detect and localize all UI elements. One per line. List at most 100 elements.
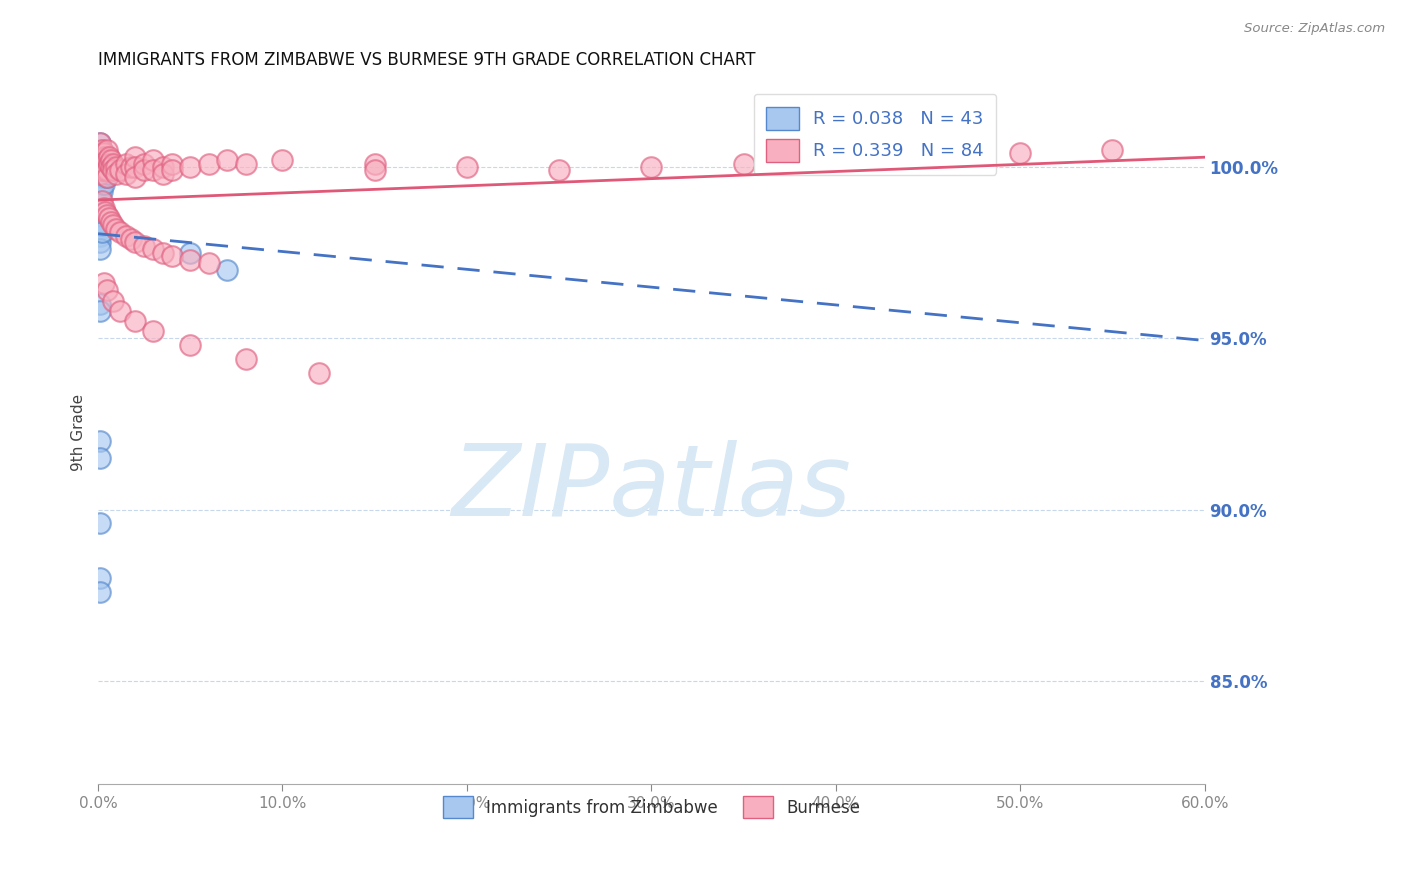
Point bbox=[89, 194, 111, 209]
Point bbox=[101, 293, 124, 308]
Point bbox=[89, 167, 111, 181]
Text: Source: ZipAtlas.com: Source: ZipAtlas.com bbox=[1244, 22, 1385, 36]
Point bbox=[363, 163, 385, 178]
Point bbox=[93, 163, 115, 178]
Point bbox=[179, 338, 201, 352]
Point bbox=[105, 160, 128, 174]
Point bbox=[93, 277, 115, 291]
Point bbox=[96, 153, 118, 168]
Point bbox=[179, 160, 201, 174]
Point bbox=[90, 184, 112, 198]
Point bbox=[94, 163, 117, 178]
Point bbox=[93, 177, 115, 191]
Point bbox=[98, 156, 121, 170]
Point bbox=[89, 242, 111, 256]
Point bbox=[90, 194, 112, 209]
Point bbox=[89, 187, 111, 202]
Legend: Immigrants from Zimbabwe, Burmese: Immigrants from Zimbabwe, Burmese bbox=[436, 789, 866, 824]
Point bbox=[89, 228, 111, 243]
Point bbox=[120, 232, 142, 246]
Point bbox=[548, 163, 571, 178]
Point bbox=[134, 156, 156, 170]
Point bbox=[271, 153, 294, 168]
Point bbox=[101, 156, 124, 170]
Point bbox=[134, 239, 156, 253]
Point bbox=[142, 325, 165, 339]
Point bbox=[217, 262, 239, 277]
Point bbox=[733, 156, 755, 170]
Point bbox=[93, 146, 115, 161]
Point bbox=[94, 167, 117, 181]
Point bbox=[124, 160, 146, 174]
Point bbox=[98, 167, 121, 181]
Point bbox=[90, 150, 112, 164]
Point bbox=[96, 143, 118, 157]
Point bbox=[152, 167, 174, 181]
Point bbox=[89, 170, 111, 185]
Point bbox=[105, 221, 128, 235]
Point bbox=[824, 153, 846, 168]
Point bbox=[101, 163, 124, 178]
Point bbox=[89, 235, 111, 250]
Point bbox=[160, 163, 183, 178]
Point bbox=[89, 136, 111, 150]
Point bbox=[124, 150, 146, 164]
Y-axis label: 9th Grade: 9th Grade bbox=[72, 394, 86, 471]
Point bbox=[114, 228, 136, 243]
Point bbox=[142, 163, 165, 178]
Point bbox=[89, 516, 111, 531]
Point bbox=[456, 160, 478, 174]
Point bbox=[89, 167, 111, 181]
Point bbox=[152, 245, 174, 260]
Point bbox=[89, 297, 111, 311]
Point bbox=[93, 153, 115, 168]
Point bbox=[93, 201, 115, 215]
Point bbox=[89, 211, 111, 226]
Point bbox=[89, 585, 111, 599]
Point bbox=[134, 163, 156, 178]
Point bbox=[98, 211, 121, 226]
Point bbox=[124, 314, 146, 328]
Point bbox=[89, 180, 111, 194]
Point bbox=[235, 156, 257, 170]
Point bbox=[179, 245, 201, 260]
Point bbox=[94, 204, 117, 219]
Point bbox=[1101, 143, 1123, 157]
Point bbox=[124, 170, 146, 185]
Point bbox=[90, 143, 112, 157]
Point bbox=[197, 256, 219, 270]
Point bbox=[1010, 146, 1032, 161]
Point bbox=[179, 252, 201, 267]
Text: ZIPatlas: ZIPatlas bbox=[451, 441, 851, 537]
Point bbox=[124, 235, 146, 250]
Point bbox=[90, 156, 112, 170]
Point bbox=[100, 153, 122, 168]
Point bbox=[89, 146, 111, 161]
Point bbox=[89, 146, 111, 161]
Point bbox=[90, 225, 112, 239]
Point bbox=[89, 160, 111, 174]
Point bbox=[142, 153, 165, 168]
Point bbox=[640, 160, 662, 174]
Point bbox=[89, 177, 111, 191]
Point bbox=[90, 156, 112, 170]
Point bbox=[90, 219, 112, 233]
Point bbox=[217, 153, 239, 168]
Point bbox=[160, 156, 183, 170]
Point bbox=[235, 351, 257, 366]
Point bbox=[90, 170, 112, 185]
Point bbox=[108, 304, 131, 318]
Point bbox=[89, 304, 111, 318]
Point bbox=[94, 156, 117, 170]
Point bbox=[917, 150, 939, 164]
Point bbox=[114, 167, 136, 181]
Point bbox=[120, 160, 142, 174]
Point bbox=[363, 156, 385, 170]
Point bbox=[89, 221, 111, 235]
Point bbox=[98, 150, 121, 164]
Point bbox=[142, 242, 165, 256]
Point bbox=[93, 153, 115, 168]
Point bbox=[93, 160, 115, 174]
Point bbox=[152, 160, 174, 174]
Point bbox=[100, 215, 122, 229]
